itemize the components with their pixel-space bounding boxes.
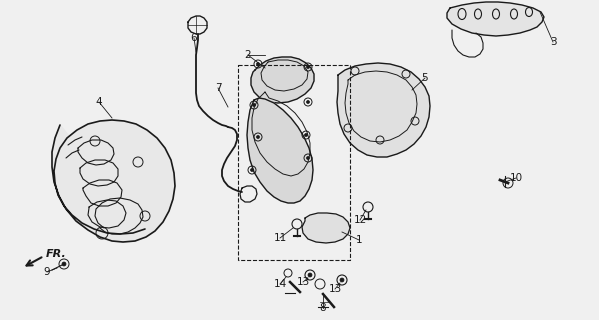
- Circle shape: [307, 156, 310, 159]
- Circle shape: [307, 66, 310, 68]
- Circle shape: [253, 103, 256, 107]
- Text: 5: 5: [422, 73, 428, 83]
- Polygon shape: [337, 63, 430, 157]
- Circle shape: [62, 262, 66, 266]
- Circle shape: [256, 62, 259, 66]
- Circle shape: [308, 273, 312, 277]
- Bar: [238, 65, 350, 260]
- Circle shape: [340, 278, 344, 282]
- Text: 7: 7: [214, 83, 221, 93]
- Text: 9: 9: [44, 267, 50, 277]
- Polygon shape: [447, 2, 544, 36]
- Circle shape: [304, 133, 307, 137]
- Polygon shape: [247, 98, 313, 203]
- Text: FR.: FR.: [46, 249, 66, 259]
- Text: 14: 14: [273, 279, 287, 289]
- Polygon shape: [302, 213, 350, 243]
- Text: 12: 12: [353, 215, 367, 225]
- Polygon shape: [251, 57, 314, 103]
- Text: 6: 6: [190, 33, 197, 43]
- Text: 10: 10: [509, 173, 522, 183]
- Text: 3: 3: [550, 37, 556, 47]
- Text: 1: 1: [356, 235, 362, 245]
- Text: 4: 4: [96, 97, 102, 107]
- Text: 13: 13: [297, 277, 310, 287]
- Circle shape: [307, 100, 310, 103]
- Text: 11: 11: [273, 233, 287, 243]
- Text: 13: 13: [328, 284, 341, 294]
- Circle shape: [256, 135, 259, 139]
- Circle shape: [250, 169, 253, 172]
- Text: 8: 8: [320, 303, 326, 313]
- Text: 2: 2: [244, 50, 252, 60]
- Polygon shape: [52, 120, 175, 242]
